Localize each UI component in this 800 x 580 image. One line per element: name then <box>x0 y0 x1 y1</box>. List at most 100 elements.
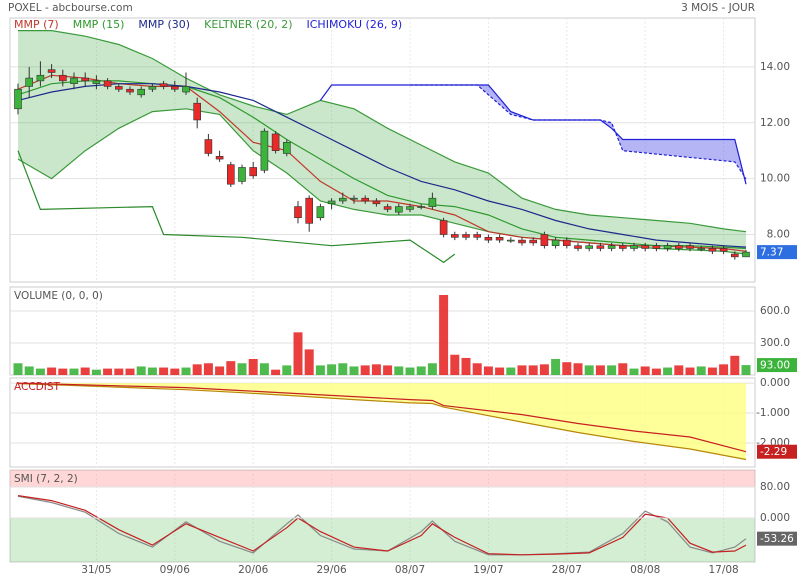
volume-bar <box>629 368 639 375</box>
candle-body <box>540 234 549 246</box>
volume-bar <box>125 368 135 375</box>
candle-body <box>394 206 403 213</box>
x-tick-label: 17/08 <box>708 564 738 576</box>
volume-bar <box>461 357 471 375</box>
x-tick-label: 28/07 <box>552 564 582 576</box>
panel-title: ACCDIST <box>14 381 61 393</box>
x-tick-label: 20/06 <box>238 564 269 576</box>
x-tick-label: 31/05 <box>81 564 111 576</box>
y-tick-label: 14.00 <box>760 61 790 73</box>
candle-body <box>305 197 314 224</box>
volume-bar <box>327 364 337 375</box>
volume-bar <box>696 366 706 375</box>
volume-bar <box>114 368 124 375</box>
volume-bar <box>439 295 449 375</box>
volume-bar <box>707 367 717 375</box>
volume-bar <box>147 367 157 375</box>
volume-bar <box>170 368 180 375</box>
x-tick-label: 29/06 <box>316 564 347 576</box>
y-tick-label: 12.00 <box>760 117 790 129</box>
last-value-badge <box>757 358 797 373</box>
volume-bar <box>24 366 34 375</box>
candle-body <box>383 206 392 210</box>
last-value-label: -2.29 <box>760 446 787 458</box>
volume-bar <box>282 365 292 375</box>
candle-body <box>708 248 717 252</box>
candle-body <box>607 245 616 249</box>
volume-bar <box>271 369 281 375</box>
candle-body <box>171 86 179 90</box>
volume-bar <box>136 366 146 375</box>
volume-bar <box>495 367 505 375</box>
candle-body <box>596 245 605 249</box>
candle-body <box>439 220 448 235</box>
candle-body <box>249 167 257 177</box>
volume-bar <box>315 365 325 375</box>
volume-bar <box>640 366 650 375</box>
last-value-badge <box>757 245 797 260</box>
candle-body <box>518 239 526 244</box>
volume-bar <box>360 365 370 375</box>
candle-body <box>406 206 414 210</box>
volume-panel <box>9 286 756 376</box>
candle-body <box>686 245 694 249</box>
volume-bar <box>226 361 236 375</box>
legend-entry: MMP (15) <box>73 18 125 31</box>
volume-bar <box>13 363 23 375</box>
candle-body <box>182 86 190 93</box>
candle-body <box>148 86 157 90</box>
volume-bar <box>47 367 57 375</box>
y-tick-label: 0.000 <box>760 377 790 389</box>
volume-bar <box>595 365 605 375</box>
candle-body <box>327 200 336 205</box>
smi-signal <box>17 495 747 556</box>
candle-body <box>529 239 538 244</box>
volume-bar <box>181 367 191 375</box>
candle-body <box>238 167 246 182</box>
volume-bar <box>293 332 303 375</box>
candle-body <box>159 83 168 87</box>
y-tick-label: 600.0 <box>760 305 790 317</box>
volume-bar <box>338 363 348 375</box>
keltner-band <box>18 30 746 255</box>
legend-entry: MMP (7) <box>14 18 59 31</box>
candle-body <box>81 77 89 82</box>
volume-bar <box>573 363 583 375</box>
smi-panel <box>9 469 756 563</box>
price-panel <box>9 17 756 283</box>
ichimoku-chikou <box>17 150 456 264</box>
volume-bar <box>91 369 101 375</box>
last-value-badge <box>757 531 797 546</box>
volume-bar <box>416 366 426 375</box>
volume-bar <box>506 367 516 375</box>
candle-body <box>215 155 224 160</box>
candle-body <box>428 197 437 207</box>
panel-layer <box>14 30 750 264</box>
y-tick-label: 8.00 <box>767 229 790 241</box>
candle-body <box>462 234 470 238</box>
candle-body <box>495 237 504 241</box>
y-tick-label: -1.000 <box>756 407 790 419</box>
volume-bar <box>35 368 45 375</box>
volume-bar <box>203 363 213 375</box>
accdist-panel <box>9 377 756 468</box>
candle-body <box>652 245 661 249</box>
y-tick-label: 0.000 <box>760 512 790 524</box>
accdist-line <box>17 382 747 453</box>
volume-bar <box>528 365 538 375</box>
candle-body <box>372 200 381 205</box>
last-value-label: 93.00 <box>760 360 790 372</box>
x-tick-label: 08/07 <box>395 564 425 576</box>
volume-bar <box>517 365 527 375</box>
candle-body <box>282 142 291 154</box>
volume-bar <box>562 362 572 375</box>
candle-body <box>294 206 302 219</box>
candle-body <box>338 197 347 202</box>
volume-bar <box>483 366 493 375</box>
candle-body <box>417 206 426 208</box>
panel-layer <box>10 470 755 562</box>
last-value-label: 7.37 <box>760 247 783 259</box>
legend-entry: KELTNER (20, 2) <box>204 18 292 31</box>
candle-body <box>227 164 235 185</box>
